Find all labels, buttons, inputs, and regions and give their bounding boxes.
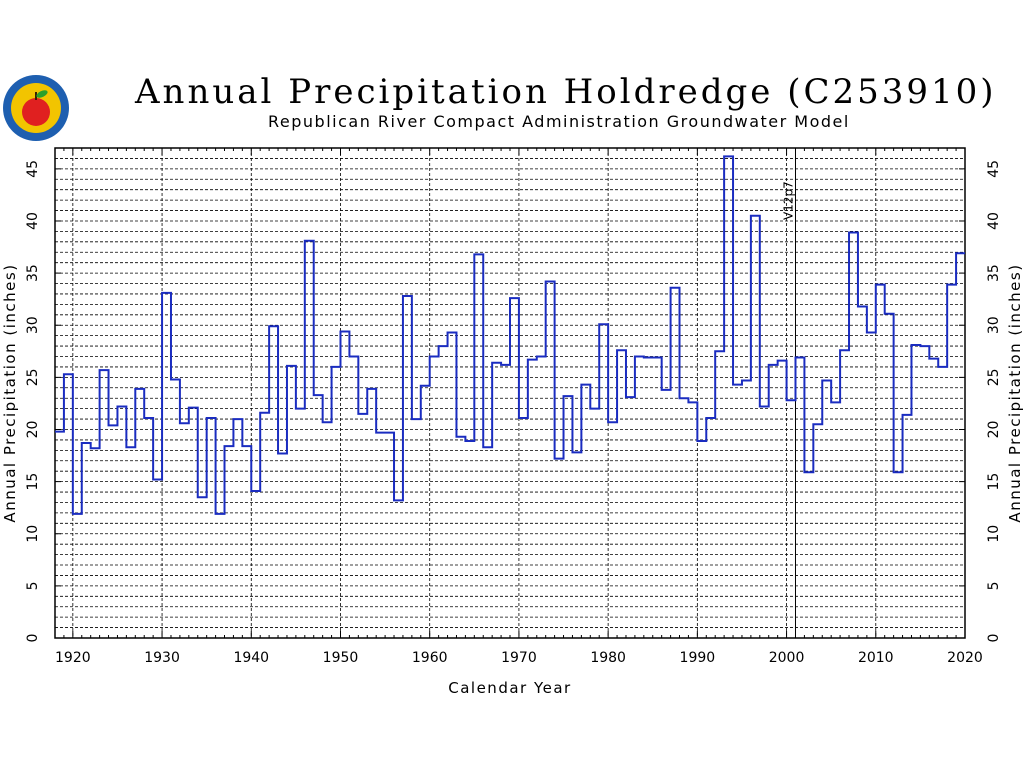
y-tick-label-right: 45 [986, 160, 1002, 178]
y-axis-label-right: Annual Precipitation (inches) [1006, 263, 1024, 522]
y-tick-label-right: 10 [986, 525, 1002, 543]
annotation-label: V12p7 [781, 181, 795, 220]
y-tick-label-left: 20 [25, 421, 41, 439]
x-tick-label: 2010 [858, 650, 894, 666]
y-tick-label-left: 10 [25, 525, 41, 543]
y-tick-label-right: 40 [986, 212, 1002, 230]
y-tick-label-left: 5 [25, 581, 41, 590]
y-tick-label-left: 45 [25, 160, 41, 178]
y-tick-label-left: 15 [25, 473, 41, 491]
y-tick-label-left: 0 [25, 634, 41, 643]
x-tick-label: 1970 [501, 650, 537, 666]
precipitation-series-line [55, 155, 965, 515]
y-tick-label-left: 30 [25, 316, 41, 334]
y-tick-label-left: 40 [25, 212, 41, 230]
x-tick-label: 1920 [55, 650, 91, 666]
y-axis-label-left: Annual Precipitation (inches) [1, 263, 19, 522]
x-tick-label: 1930 [144, 650, 180, 666]
chart-title: Annual Precipitation Holdredge (C253910) [135, 72, 997, 112]
rrca-logo [3, 75, 69, 141]
apple-icon [22, 98, 50, 126]
y-tick-label-right: 35 [986, 264, 1002, 282]
x-tick-label: 1950 [323, 650, 359, 666]
x-axis-label: Calendar Year [448, 679, 571, 697]
plot-frame [54, 147, 966, 639]
y-tick-label-left: 25 [25, 368, 41, 386]
chart-subtitle: Republican River Compact Administration … [268, 112, 850, 131]
y-tick-label-right: 20 [986, 421, 1002, 439]
y-tick-label-right: 25 [986, 368, 1002, 386]
y-tick-label-right: 30 [986, 316, 1002, 334]
x-tick-label: 1980 [590, 650, 626, 666]
x-tick-label: 2020 [947, 650, 983, 666]
x-tick-label: 1940 [233, 650, 269, 666]
x-tick-label: 1990 [680, 650, 716, 666]
x-tick-label: 1960 [412, 650, 448, 666]
y-tick-label-right: 15 [986, 473, 1002, 491]
y-tick-label-left: 35 [25, 264, 41, 282]
y-tick-label-right: 0 [986, 634, 1002, 643]
y-tick-label-right: 5 [986, 581, 1002, 590]
x-tick-label: 2000 [769, 650, 805, 666]
